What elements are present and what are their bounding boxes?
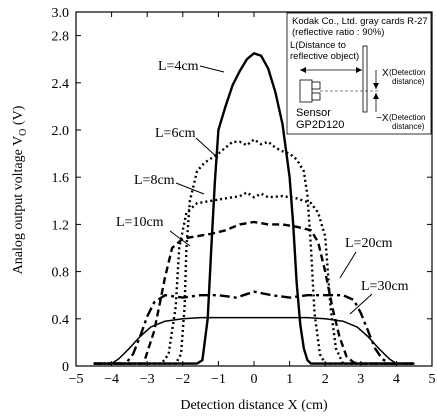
inset-sensor-label-1: Sensor (296, 107, 331, 119)
inset-x-neg-label: −X (376, 113, 389, 124)
leader-l4 (199, 65, 225, 73)
inset-l-arrowhead-right (356, 67, 362, 73)
label-l4: L=4cm (158, 59, 199, 74)
x-tick-label: −2 (175, 372, 190, 387)
y-tick-label: 0 (62, 360, 69, 375)
y-axis-label-unit: (V) (11, 105, 26, 128)
y-tick-label: 3.0 (52, 6, 70, 21)
inset-l-label-2: reflective object) (290, 51, 359, 62)
x-tick-label: −5 (69, 372, 84, 387)
inset-l-label-1: L(Distance to (290, 40, 346, 51)
x-tick-label: 5 (429, 372, 436, 387)
label-l10: L=10cm (116, 215, 164, 230)
y-tick-label: 0.8 (52, 266, 70, 281)
axis-ticks: −5 −4 −3 −2 −1 0 1 2 3 4 5 0 0.4 0.8 1.2 1.6 2.0 2.4 2.8 3.… (52, 6, 436, 387)
label-l6: L=6cm (155, 126, 196, 141)
inset-x-neg-detail-2: distance) (392, 122, 425, 131)
inset-sensor-lens-top (311, 81, 321, 90)
inset-subtitle: (reflective ratio : 90%) (292, 27, 384, 38)
y-tick-label: 0.4 (52, 313, 70, 328)
inset-sensor-body (299, 79, 313, 103)
y-axis-label-subscript: O (18, 129, 29, 136)
x-tick-label: −3 (140, 372, 155, 387)
x-tick-label: −1 (211, 372, 226, 387)
measurement-setup-inset: Kodak Co., Ltd. gray cards R-27 (reflect… (286, 12, 432, 135)
label-l30: L=30cm (361, 279, 409, 294)
inset-x-pos-detail-1: (Detection (389, 68, 425, 77)
inset-frame (286, 12, 432, 135)
x-tick-label: 1 (286, 372, 293, 387)
leader-l30 (349, 293, 373, 315)
y-tick-label: 2.8 (52, 30, 70, 45)
series-line-1 (93, 138, 415, 365)
x-tick-label: −4 (104, 372, 119, 387)
series-line-4 (93, 290, 415, 365)
leader-l10 (169, 230, 191, 247)
x-axis-label: Detection distance X (cm) (180, 398, 328, 413)
y-axis-label-main: Analog output voltage V (11, 136, 26, 275)
inset-x-neg-detail-1: (Detection (389, 113, 425, 122)
leader-l6 (195, 137, 219, 159)
y-tick-label: 1.6 (52, 171, 70, 186)
y-axis-label: Analog output voltage VO (V) (11, 105, 29, 274)
series-line-0 (93, 52, 415, 365)
series-labels: L=4cm L=6cm L=8cm L=10cm L=20cm L=30cm (116, 59, 409, 315)
inset-x-neg-arrowhead (373, 93, 379, 99)
x-tick-label: 4 (393, 372, 400, 387)
inset-reflective-card (362, 45, 368, 113)
inset-l-arrowhead-left (300, 67, 306, 73)
y-tick-label: 2.4 (52, 77, 70, 92)
series-layer (93, 52, 415, 365)
inset-x-pos-detail-2: distance) (392, 77, 425, 86)
series-line-5 (93, 316, 415, 365)
label-l8: L=8cm (134, 173, 175, 188)
inset-sensor-lens-bottom (311, 92, 321, 101)
inset-x-pos-label: X (382, 68, 389, 79)
inset-title: Kodak Co., Ltd. gray cards R-27 (292, 16, 428, 27)
y-tick-label: 1.2 (52, 218, 70, 233)
leader-l20 (339, 251, 357, 279)
y-tick-label: 2.0 (52, 124, 70, 139)
label-l20: L=20cm (345, 236, 393, 251)
leader-l8 (175, 182, 205, 195)
x-tick-label: 2 (322, 372, 329, 387)
inset-sensor-label-2: GP2D120 (296, 119, 344, 131)
x-tick-label: 0 (251, 372, 258, 387)
series-line-3 (93, 220, 415, 365)
series-line-2 (93, 191, 415, 365)
x-tick-label: 3 (357, 372, 364, 387)
inset-x-pos-arrowhead (373, 83, 379, 89)
